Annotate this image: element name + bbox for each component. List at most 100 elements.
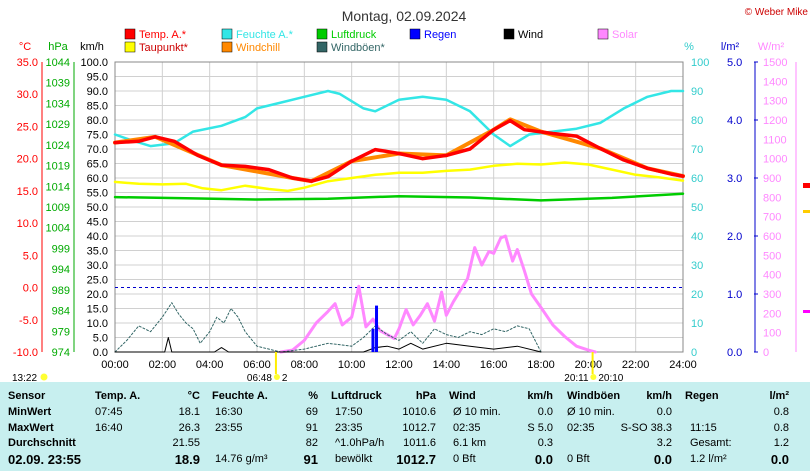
tick-temp: 30.0 — [17, 89, 38, 101]
stats-cell-gust_v: 0.0 — [656, 406, 672, 418]
stats-cell-hum_t: 23:55 — [215, 421, 243, 434]
stats-cell-hum_v: 82 — [305, 437, 318, 449]
col-rain-unit: l/m² — [769, 390, 789, 402]
stats-cell-label: 02.09. 23:55 — [8, 451, 82, 467]
stats-cell-wind_t: 0 Bft — [453, 452, 476, 465]
series-feuchte-a — [113, 89, 685, 148]
legend-swatch — [503, 28, 515, 40]
legend-swatch — [221, 41, 233, 53]
tick-solar: 100 — [763, 328, 781, 340]
tick-hum: 60 — [691, 173, 703, 185]
tick-press: 1014 — [46, 181, 70, 193]
tick-press: 984 — [52, 306, 70, 318]
tick-wind: 60.0 — [87, 173, 108, 185]
tick-wind: 95.0 — [87, 72, 108, 84]
tick-press: 994 — [52, 264, 70, 276]
legend-label: Solar — [612, 29, 638, 41]
col-sensor: Sensor — [8, 390, 46, 402]
stats-cell-press_t: 17:50 — [335, 406, 363, 418]
stats-cell-temp_v: 26.3 — [178, 421, 200, 434]
stats-cell-rain_v: 0.8 — [773, 406, 789, 418]
tick-solar: 1000 — [763, 154, 787, 166]
stats-row-1: MaxWert 16:40 26.3 23:55 91 23:35 1012.7 02:35 S… — [0, 421, 810, 436]
stats-row-2: Durchschnitt 21.55 82 ^1.0hPa/h 1011.6 6.1 km… — [0, 436, 810, 451]
stats-cell-hum_t: 16:30 — [215, 406, 243, 418]
stats-cell-hum_v: 91 — [305, 421, 318, 434]
tick-press: 999 — [52, 243, 70, 255]
tick-wind: 100.0 — [80, 57, 108, 69]
series-solar — [279, 234, 597, 354]
stats-cell-temp_t: 07:45 — [95, 406, 123, 418]
tick-temp: 10.0 — [17, 218, 38, 230]
tick-temp: 25.0 — [17, 121, 38, 133]
col-temp: Temp. A. — [95, 390, 141, 402]
tick-solar: 600 — [763, 231, 781, 243]
event-dot — [590, 374, 597, 380]
stats-cell-temp_v: 18.1 — [178, 406, 200, 418]
unit-label-wind: km/h — [80, 41, 104, 53]
stats-cell-rain_v: 1.2 — [773, 437, 789, 449]
tick-temp: -5.0 — [19, 315, 38, 327]
stats-cell-gust_t: 0 Bft — [567, 452, 590, 465]
tick-rain: 4.0 — [727, 115, 742, 127]
stats-cell-gust_v: 3.2 — [656, 437, 672, 449]
series-luftdruck — [113, 192, 685, 202]
tick-wind: 90.0 — [87, 86, 108, 98]
x-tick-label: 12:00 — [385, 359, 413, 371]
tick-hum: 40 — [691, 231, 703, 243]
tick-solar: 200 — [763, 308, 781, 320]
stats-cell-hum_v: 69 — [305, 406, 318, 418]
stats-cell-gust_t: 02:35 — [567, 421, 595, 434]
stats-cell-gust_v: 0.0 — [653, 451, 672, 467]
stats-cell-hum_t: 14.76 g/m³ — [215, 452, 268, 465]
stats-header-row: Sensor Temp. A. °C Feuchte A. % Luftdruc… — [0, 389, 810, 404]
legend-label: Taupunkt* — [139, 42, 189, 54]
stats-cell-wind_t: Ø 10 min. — [453, 406, 501, 418]
legend-label: Feuchte A.* — [236, 29, 294, 41]
stats-cell-rain_t: Gesamt: — [690, 437, 732, 449]
tick-hum: 100 — [691, 57, 709, 69]
tick-rain: 0.0 — [727, 347, 742, 359]
stats-cell-rain_v: 0.0 — [770, 451, 789, 467]
x-tick-label: 08:00 — [291, 359, 319, 371]
tick-temp: 5.0 — [23, 250, 38, 262]
sun-icon — [40, 373, 48, 381]
event-markers: 13:22 06:48 2 20:11 20:10 — [12, 352, 624, 382]
tick-solar: 800 — [763, 192, 781, 204]
tick-temp: 15.0 — [17, 186, 38, 198]
tick-hum: 70 — [691, 144, 703, 156]
stats-cell-label: MinWert — [8, 406, 52, 418]
x-tick-label: 20:00 — [575, 359, 603, 371]
series-temp-a — [113, 118, 685, 183]
partial-red-mark — [803, 183, 810, 188]
tick-wind: 0.0 — [93, 347, 108, 359]
partial-yellow-mark — [803, 210, 810, 213]
legend-swatch — [409, 28, 421, 40]
tick-solar: 300 — [763, 289, 781, 301]
event-mark-label: 2 — [282, 373, 288, 382]
stats-cell-press_t: ^1.0hPa/h — [335, 437, 385, 449]
stats-row-3: 02.09. 23:55 18.9 14.76 g/m³ 91 bewölkt 1012.… — [0, 452, 810, 467]
stats-cell-temp_v: 18.9 — [174, 451, 200, 467]
col-hum: Feuchte A. — [212, 390, 268, 402]
stats-cell-label: Durchschnitt — [8, 437, 76, 449]
tick-press: 989 — [52, 285, 70, 297]
tick-solar: 0 — [763, 347, 769, 359]
tick-hum: 90 — [691, 86, 703, 98]
tick-temp: 20.0 — [17, 154, 38, 166]
x-tick-label: 18:00 — [527, 359, 555, 371]
weather-chart: Montag, 02.09.2024 © Weber Mike Temp. A.… — [12, 7, 810, 382]
stats-cell-wind_t: 6.1 km — [453, 437, 487, 449]
stats-cell-press_v: 1012.7 — [402, 421, 436, 434]
tick-rain: 2.0 — [727, 231, 742, 243]
legend-swatch — [124, 28, 136, 40]
tick-wind: 35.0 — [87, 246, 108, 258]
tick-hum: 10 — [691, 318, 703, 330]
grid — [114, 61, 684, 353]
tick-solar: 1500 — [763, 57, 787, 69]
x-tick-label: 04:00 — [196, 359, 224, 371]
tick-press: 1034 — [46, 98, 70, 110]
stats-cell-rain_v: 0.8 — [773, 421, 789, 434]
unit-label-hum: % — [684, 41, 694, 53]
stats-cell-press_v: 1012.7 — [396, 451, 436, 467]
